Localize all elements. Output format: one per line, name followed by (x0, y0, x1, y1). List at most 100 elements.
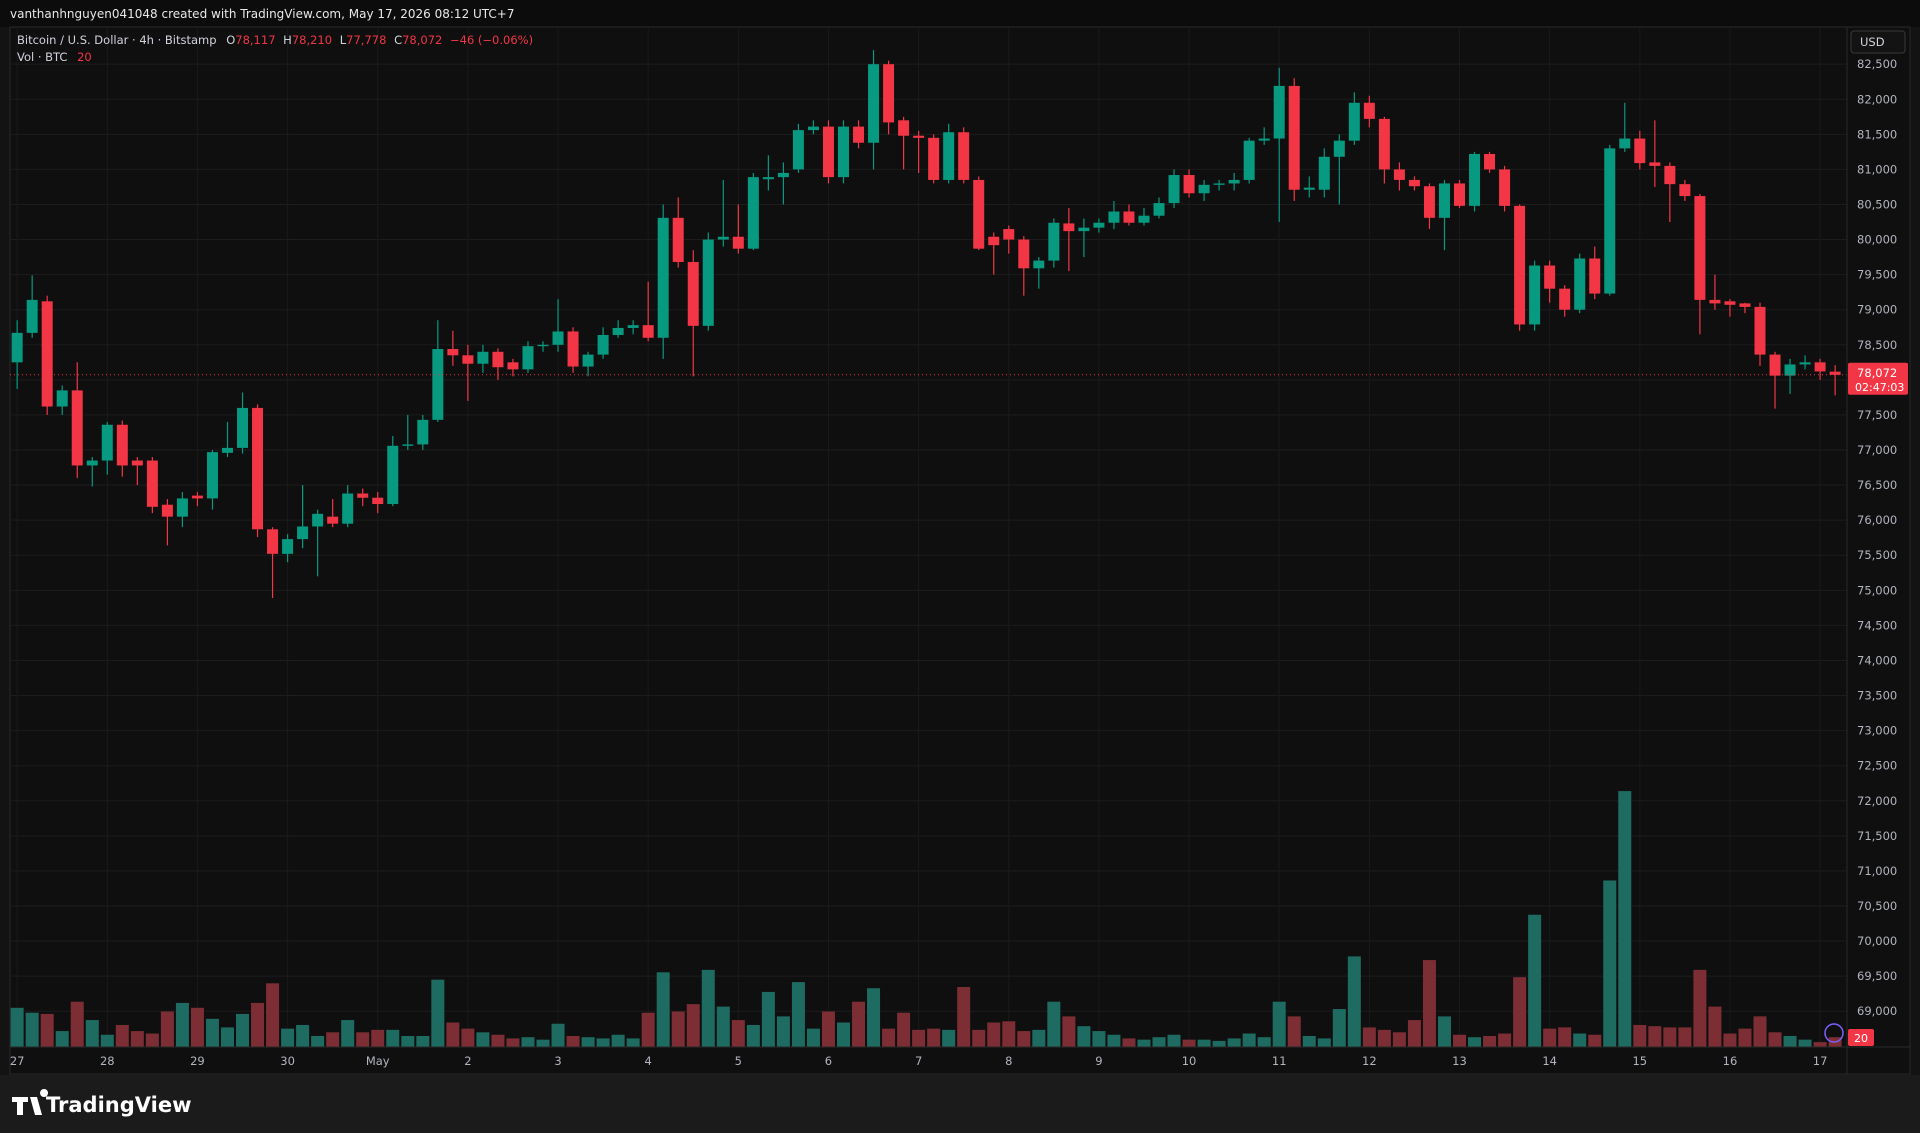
currency-box[interactable] (1850, 30, 1906, 54)
candle-body (1604, 148, 1616, 294)
y-tick-label: 72,500 (1857, 759, 1897, 773)
volume-bar (927, 1028, 941, 1047)
candle-body (537, 344, 549, 347)
x-tick-label: 17 (1813, 1054, 1828, 1068)
legend-o-label: O (226, 33, 235, 47)
volume-bar (1197, 1039, 1211, 1047)
volume-bar (1453, 1034, 1467, 1047)
legend-c-label: C (394, 33, 402, 47)
candle-body (41, 301, 53, 407)
axes: 82,500 82,000 81,500 81,000 80,500 80,000 79,5… (10, 57, 1908, 1068)
candle-body (883, 64, 895, 123)
volume-bar (1017, 1031, 1031, 1047)
legend-change: −46 (−0.06%) (450, 33, 533, 47)
candle-body (1363, 102, 1375, 119)
candle-body (477, 351, 489, 364)
y-tick-label: 70,500 (1857, 899, 1897, 913)
candle-body (327, 516, 339, 524)
volume-bar (1182, 1039, 1196, 1047)
volume-bar (1573, 1033, 1587, 1047)
candle-body (732, 236, 744, 249)
candle-body (1769, 354, 1781, 376)
candle-body (131, 460, 143, 466)
y-tick-label: 79,500 (1857, 268, 1897, 282)
candle-body (357, 493, 369, 498)
x-tick-label: 12 (1362, 1054, 1377, 1068)
volume-bar (175, 1002, 189, 1047)
candle-body (86, 460, 98, 466)
y-tick-label: 72,000 (1857, 794, 1897, 808)
volume-bar (401, 1035, 415, 1047)
volume-length-badge (1848, 1029, 1874, 1046)
x-tick-label: 3 (554, 1054, 561, 1068)
candle-body (1664, 165, 1676, 185)
y-tick-label: 73,000 (1857, 724, 1897, 738)
volume-bar (1543, 1028, 1557, 1047)
candle-body (191, 495, 203, 499)
volume-bar (821, 1011, 835, 1047)
volume-bar (506, 1038, 520, 1047)
volume-bar (1002, 1021, 1016, 1047)
volume-bar (55, 1031, 69, 1047)
candle-body (928, 137, 940, 180)
volume-bar (1813, 1042, 1827, 1047)
x-tick-label: 28 (100, 1054, 115, 1068)
x-tick-label: 15 (1632, 1054, 1647, 1068)
candle-body (237, 407, 249, 448)
volume-bar (882, 1028, 896, 1047)
candle-body (56, 390, 68, 407)
candle-body (958, 132, 970, 180)
x-tick-label: 5 (735, 1054, 742, 1068)
candle-body (1048, 222, 1060, 261)
volume-bar (626, 1038, 640, 1047)
volume-pane (10, 791, 1842, 1047)
x-tick-label: 13 (1452, 1054, 1467, 1068)
candle-body (1408, 179, 1420, 187)
candle-body (1469, 153, 1481, 206)
volume-bar (1708, 1006, 1722, 1047)
last-price-box (1848, 362, 1908, 395)
candle-body (297, 526, 309, 540)
candle-body (687, 262, 699, 326)
volume-bar (25, 1012, 39, 1047)
candle-body (387, 445, 399, 505)
candle-body (372, 497, 384, 505)
x-tick-label: 16 (1723, 1054, 1738, 1068)
volume-bar (1798, 1039, 1812, 1047)
candle-body (657, 217, 669, 338)
candle-body (267, 529, 279, 554)
candle-body (1303, 187, 1315, 190)
volume-bar (326, 1032, 340, 1047)
y-tick-label: 79,000 (1857, 303, 1897, 317)
volume-bar (1062, 1016, 1076, 1047)
last-price-label: 78,072 (1857, 366, 1897, 380)
candle-body (1739, 303, 1751, 307)
candle-body (1484, 153, 1496, 170)
x-tick-label: 6 (825, 1054, 832, 1068)
alert-icon[interactable] (1824, 1023, 1844, 1043)
symbol: Bitcoin / U.S. Dollar · 4h · Bitstamp (17, 33, 217, 47)
candle-body (1634, 138, 1646, 164)
candle-body (462, 355, 474, 364)
volume-bar (912, 1029, 926, 1047)
volume-bar (942, 1029, 956, 1047)
candle-body (1213, 183, 1225, 185)
volume-bar (957, 986, 971, 1047)
candle-body (898, 120, 910, 136)
volume-bar (897, 1012, 911, 1047)
volume-bar (1678, 1027, 1692, 1047)
volume-bar (806, 1028, 820, 1047)
volume-bar (1167, 1034, 1181, 1047)
volume-bar (386, 1029, 400, 1047)
y-tick-label: 69,000 (1857, 1004, 1897, 1018)
volume-length: 20 (77, 50, 92, 64)
volume-bar (1362, 1027, 1376, 1047)
volume-bar (10, 1007, 24, 1047)
y-tick-label: 73,500 (1857, 689, 1897, 703)
y-tick-label: 76,000 (1857, 513, 1897, 527)
candle-body (342, 493, 354, 524)
volume-bar (491, 1034, 505, 1047)
volume-bar (1498, 1033, 1512, 1047)
y-tick-label: 74,000 (1857, 653, 1897, 667)
